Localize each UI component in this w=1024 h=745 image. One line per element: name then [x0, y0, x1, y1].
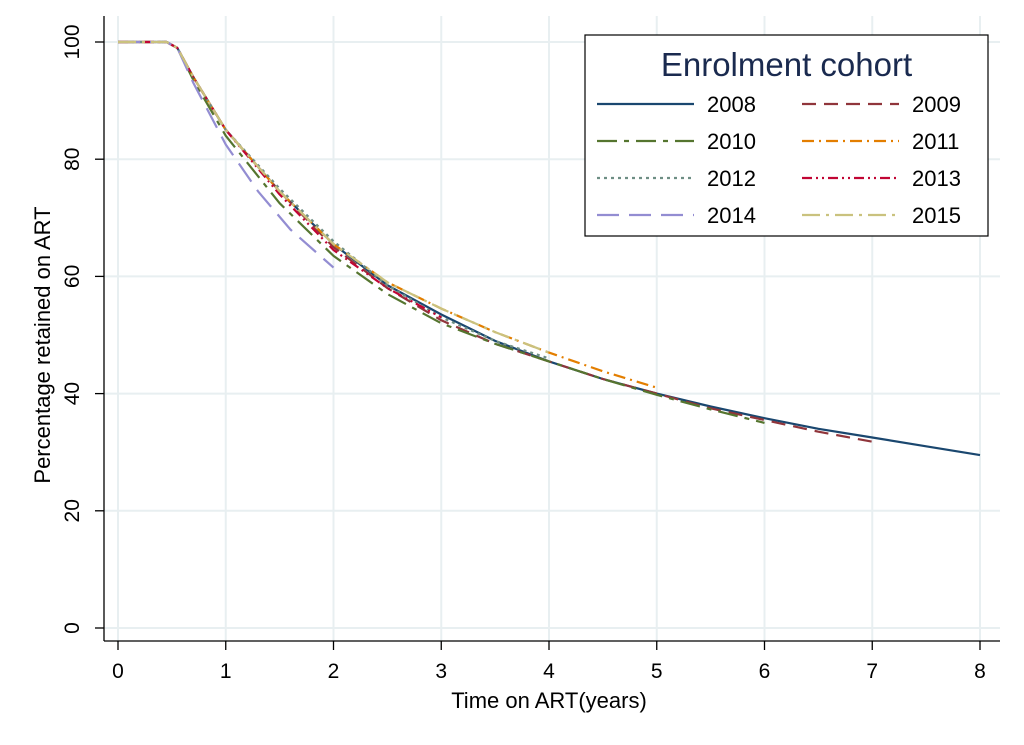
legend-label-2008: 2008: [707, 92, 756, 117]
x-tick-label: 2: [328, 660, 340, 683]
legend-box: [584, 34, 989, 237]
y-tick-label: 60: [61, 265, 84, 288]
y-tick-label: 100: [61, 24, 84, 59]
series-line-2009: [118, 40, 873, 443]
series-lines: [118, 40, 981, 457]
x-tick-label: 5: [651, 660, 663, 683]
legend-label-2009: 2009: [912, 92, 961, 117]
y-tick-label: 40: [61, 382, 84, 405]
y-tick-label: 20: [61, 499, 84, 522]
legend-items: 2008 2009 2010 2011 2012 2013 2014 2015: [597, 92, 961, 228]
x-tick-label: 7: [866, 660, 878, 683]
x-tick-label: 4: [543, 660, 555, 683]
x-axis-title: Time on ART(years): [451, 688, 647, 713]
y-axis-title: Percentage retained on ART: [30, 206, 55, 483]
legend-title: Enrolment cohort: [661, 46, 912, 83]
x-tick-label: 0: [112, 660, 124, 683]
y-tick-label: 80: [61, 148, 84, 171]
x-tick-label: 6: [759, 660, 771, 683]
x-tick-label: 8: [974, 660, 986, 683]
legend: Enrolment cohort 2008 2009 2010 2011 2012 201…: [584, 34, 989, 237]
x-tick-label: 1: [220, 660, 232, 683]
legend-label-2013: 2013: [912, 166, 961, 191]
legend-label-2015: 2015: [912, 203, 961, 228]
series-line-2015: [118, 40, 550, 354]
x-tick-label: 3: [435, 660, 447, 683]
y-tick-label: 0: [61, 622, 84, 634]
legend-label-2012: 2012: [707, 166, 756, 191]
legend-label-2011: 2011: [912, 129, 959, 154]
legend-label-2010: 2010: [707, 129, 756, 154]
legend-label-2014: 2014: [707, 203, 756, 228]
